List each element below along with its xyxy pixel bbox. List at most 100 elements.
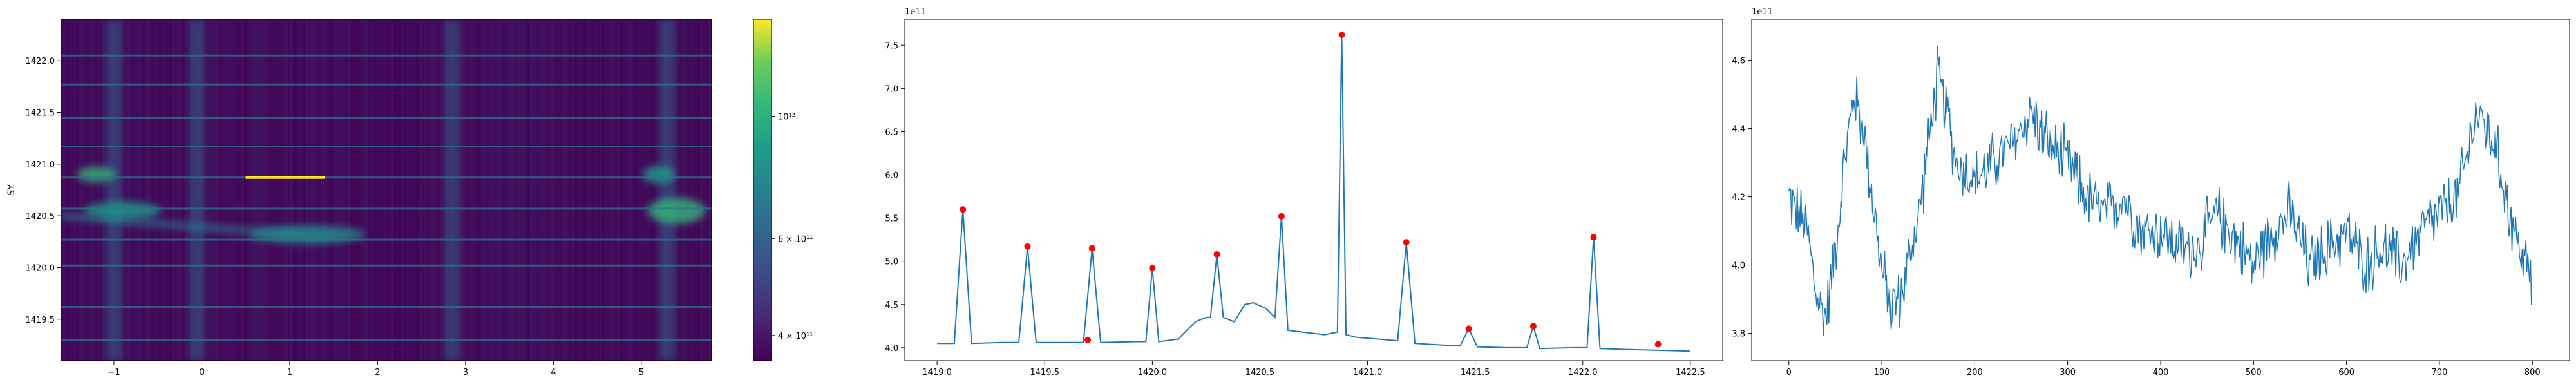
heatmap-column xyxy=(484,19,486,361)
heatmap-column xyxy=(231,19,234,361)
heatmap-columns xyxy=(61,19,712,361)
heatmap-column xyxy=(167,19,169,361)
heatmap-column xyxy=(404,19,406,361)
heatmap-column xyxy=(504,19,507,361)
heatmap-column xyxy=(610,19,612,361)
heatmap-column xyxy=(84,19,87,361)
y-tick-label: 1420.0 xyxy=(26,263,55,273)
heatmap-bright-column xyxy=(106,19,122,361)
heatmap-column xyxy=(460,19,463,361)
heatmap-column xyxy=(213,19,216,361)
heatmap-column xyxy=(141,19,144,361)
heatmap-column xyxy=(172,19,175,361)
heatmap-column xyxy=(478,19,481,361)
heatmap-column xyxy=(159,19,162,361)
heatmap-bright-column xyxy=(659,19,676,361)
heatmap-column xyxy=(430,19,432,361)
heatmap-column xyxy=(180,19,182,361)
heatmap-features xyxy=(61,19,712,361)
y-tick-label: 6.5 xyxy=(885,128,898,137)
heatmap-column xyxy=(278,19,280,361)
heatmap-column xyxy=(530,19,533,361)
heatmap-column xyxy=(216,19,218,361)
heatmap-column xyxy=(288,19,290,361)
heatmap-column xyxy=(393,19,396,361)
heatmap-column xyxy=(406,19,409,361)
heatmap-horizontal-line xyxy=(61,339,712,341)
peaks-plot-area xyxy=(937,32,1690,352)
heatmap-column xyxy=(383,19,386,361)
heatmap-column xyxy=(175,19,177,361)
heatmap-column xyxy=(151,19,154,361)
heatmap-bright-column xyxy=(444,19,460,361)
heatmap-column xyxy=(301,19,303,361)
heatmap-column xyxy=(597,19,600,361)
heatmap-column xyxy=(283,19,285,361)
heatmap-column xyxy=(319,19,321,361)
heatmap-column xyxy=(378,19,381,361)
colorbar-tick-label: 6 × 10¹¹ xyxy=(778,234,813,244)
heatmap-horizontal-line xyxy=(61,238,712,241)
heatmap-column xyxy=(290,19,293,361)
heatmap-column xyxy=(468,19,471,361)
heatmap-column xyxy=(594,19,597,361)
heatmap-column xyxy=(221,19,223,361)
x-tick-label: 400 xyxy=(2153,368,2169,377)
heatmap-column xyxy=(229,19,231,361)
heatmap-column xyxy=(697,19,700,361)
heatmap-column xyxy=(71,19,74,361)
x-tick-label: 1422.0 xyxy=(1568,368,1598,377)
heatmap-column xyxy=(497,19,499,361)
heatmap-column xyxy=(533,19,535,361)
heatmap-column xyxy=(138,19,141,361)
heatmap-column xyxy=(679,19,682,361)
timeseries-offset-text: 1e11 xyxy=(1752,7,1773,17)
peak-marker xyxy=(1338,32,1345,39)
heatmap-column xyxy=(61,19,64,361)
heatmap-column xyxy=(373,19,375,361)
heatmap-column xyxy=(342,19,345,361)
heatmap-column xyxy=(509,19,512,361)
heatmap-column xyxy=(92,19,95,361)
heatmap-column xyxy=(535,19,538,361)
heatmap-column xyxy=(128,19,131,361)
heatmap-column xyxy=(298,19,301,361)
heatmap-column xyxy=(242,19,244,361)
heatmap-column xyxy=(412,19,414,361)
x-tick-label: 300 xyxy=(2060,368,2076,377)
heatmap-column xyxy=(553,19,556,361)
heatmap-column xyxy=(316,19,319,361)
peak-marker xyxy=(1654,341,1662,348)
heatmap-column xyxy=(368,19,370,361)
heatmap-column xyxy=(79,19,82,361)
heatmap-column xyxy=(388,19,391,361)
heatmap-column xyxy=(332,19,334,361)
heatmap-column xyxy=(182,19,185,361)
heatmap-column xyxy=(574,19,576,361)
heatmap-column xyxy=(471,19,473,361)
heatmap-column xyxy=(564,19,566,361)
heatmap-hotspot xyxy=(77,166,116,182)
heatmap-column xyxy=(74,19,77,361)
heatmap-horizontal-line xyxy=(61,305,712,308)
peak-marker xyxy=(1149,265,1156,272)
x-tick-label: 1421.0 xyxy=(1353,368,1383,377)
heatmap-column xyxy=(442,19,445,361)
heatmap-column xyxy=(329,19,332,361)
timeseries-plot-area xyxy=(1788,46,2532,336)
heatmap-column xyxy=(463,19,466,361)
heatmap-column xyxy=(272,19,275,361)
heatmap-hotspot xyxy=(84,202,162,220)
heatmap-column xyxy=(265,19,267,361)
heatmap-column xyxy=(126,19,128,361)
heatmap-column xyxy=(87,19,90,361)
heatmap-column xyxy=(164,19,167,361)
heatmap-column xyxy=(386,19,388,361)
heatmap-column xyxy=(417,19,419,361)
peak-marker xyxy=(1465,325,1472,332)
heatmap-column xyxy=(633,19,636,361)
heatmap-horizontal-line xyxy=(61,54,712,57)
heatmap-horizontal-line xyxy=(61,83,712,86)
heatmap-column xyxy=(303,19,306,361)
x-tick-label: 700 xyxy=(2432,368,2448,377)
